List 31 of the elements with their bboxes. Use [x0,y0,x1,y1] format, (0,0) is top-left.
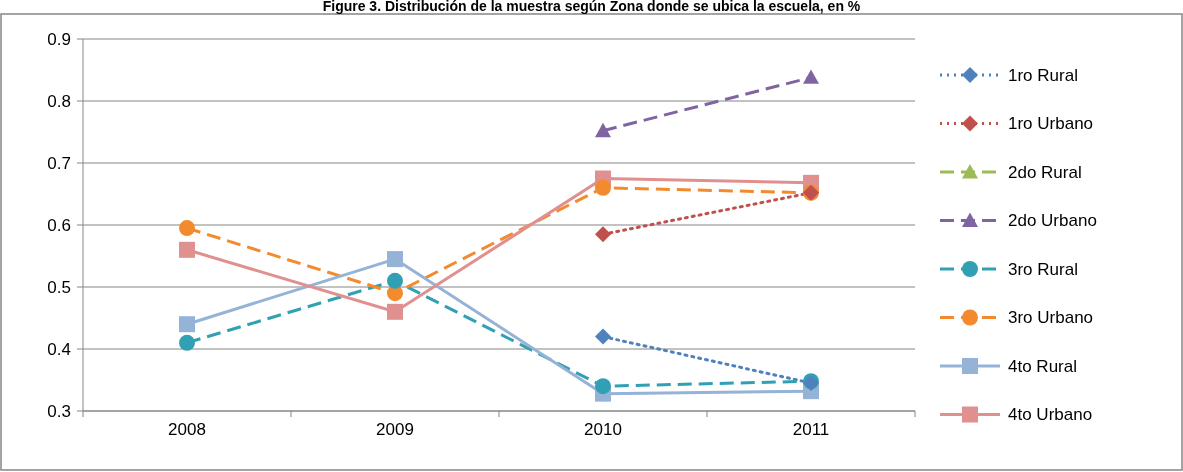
x-tick-label: 2010 [584,420,622,439]
y-tick-label: 0.9 [47,29,71,49]
point [387,272,403,289]
y-tick-label: 0.4 [47,339,71,359]
point [595,226,611,243]
y-tick-label: 0.3 [47,401,71,421]
x-tick-label: 2011 [792,420,830,439]
legend-label: 2do Rural [1008,162,1082,182]
x-tick-label: 2008 [168,420,206,439]
x-tick-label: 2009 [376,420,414,439]
point [179,316,195,333]
y-tick-label: 0.7 [47,153,71,173]
point [179,334,195,351]
point [387,303,403,320]
legend-label: 2do Urbano [1008,211,1097,231]
point [595,378,611,395]
y-tick-label: 0.6 [47,215,71,235]
y-tick-label: 0.8 [47,91,71,111]
chart-title: Figure 3. Distribución de la muestra según Zona donde se ubica la escuela, en % [322,0,861,14]
y-tick-label: 0.5 [47,277,71,297]
point [387,251,403,268]
point [595,179,611,196]
legend-label: 4to Urbano [1008,405,1093,425]
point [179,220,195,237]
point [179,241,195,258]
legend-label: 1ro Rural [1008,65,1078,85]
legend-label: 3ro Rural [1008,259,1078,279]
legend-label: 3ro Urbano [1008,308,1094,328]
legend-label: 4to Rural [1008,356,1077,376]
legend-label: 1ro Urbano [1008,114,1094,134]
point [595,328,611,345]
